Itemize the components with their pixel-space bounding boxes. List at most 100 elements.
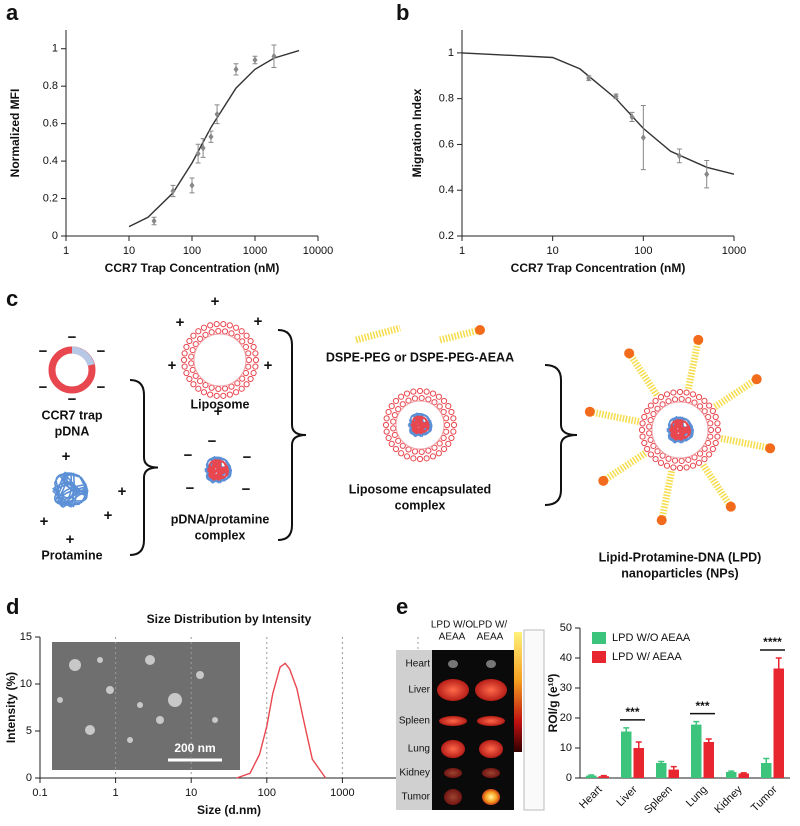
- lipid-head: [390, 418, 397, 425]
- significance-label: ***: [625, 705, 639, 719]
- particle: [97, 657, 103, 663]
- y-tick-label: 5: [26, 725, 32, 737]
- aeaa-ligand: [656, 515, 667, 526]
- liposome-core: [395, 400, 445, 450]
- lipid-head: [647, 417, 654, 424]
- legend-label: LPD W/ AEAA: [612, 651, 682, 663]
- y-tick-label: 1: [52, 43, 58, 55]
- x-tick-label: 0.1: [32, 787, 47, 799]
- x-tick-label: 100: [183, 245, 201, 257]
- lipid-head: [678, 457, 685, 465]
- lipid-head: [440, 445, 448, 453]
- y-tick-label: 0.4: [43, 155, 58, 167]
- bar: [621, 731, 632, 778]
- strand: [206, 458, 230, 481]
- peg-chain: [626, 351, 660, 397]
- charge: +: [62, 448, 71, 465]
- lipid-head: [403, 453, 411, 460]
- lipid-head: [676, 388, 684, 396]
- particle: [69, 659, 81, 671]
- particle: [127, 737, 133, 743]
- lipid-head: [696, 450, 704, 457]
- aeaa-ligand: [751, 374, 762, 385]
- lipid-head: [705, 439, 712, 447]
- lipid-head: [665, 455, 672, 462]
- lipid-head: [181, 363, 188, 370]
- lipid-head: [671, 457, 679, 464]
- y-tick-label: 50: [560, 622, 572, 634]
- bar: [726, 772, 737, 778]
- lipid-head: [652, 397, 659, 404]
- y-tick-label: 0.2: [43, 192, 58, 204]
- inset-image: [52, 642, 240, 770]
- charge: +: [118, 483, 127, 500]
- significance-label: ***: [695, 699, 709, 713]
- organ-label: Kidney: [399, 768, 430, 779]
- lipid-head: [392, 445, 400, 453]
- y-tick-label: 30: [560, 682, 572, 694]
- lipid-head: [676, 464, 684, 472]
- fit-line: [128, 49, 300, 228]
- lipid-head: [425, 447, 432, 454]
- point: [640, 134, 646, 142]
- lipid-head: [245, 356, 253, 364]
- lipid-head: [639, 420, 646, 427]
- organ: [479, 740, 503, 758]
- error-bar: [623, 727, 630, 732]
- column-header: AEAA: [477, 632, 504, 643]
- organ-label: Lung: [408, 744, 430, 755]
- error-bar: [600, 774, 607, 777]
- lipid-head: [671, 396, 679, 403]
- lipid-head: [643, 445, 651, 453]
- lipid-head: [234, 380, 241, 387]
- lipid-head: [705, 413, 712, 421]
- charge: +: [40, 513, 49, 530]
- lipid-head: [678, 395, 685, 403]
- x-axis-label: CCR7 Trap Concentration (nM): [511, 261, 686, 275]
- peg-chain: [601, 450, 647, 484]
- x-tick-label: 1000: [330, 787, 354, 799]
- aeaa-ligand: [765, 443, 776, 454]
- lipid-head: [647, 436, 654, 443]
- lipid-head: [234, 333, 241, 340]
- diagram-label: nanoparticles (NPs): [621, 566, 738, 580]
- bar: [598, 776, 609, 778]
- lipid-head: [435, 450, 442, 457]
- lipid-head: [228, 330, 235, 337]
- point: [586, 74, 592, 82]
- point: [271, 52, 277, 60]
- particle: [196, 671, 204, 679]
- lipid-head: [192, 340, 199, 348]
- organ: [448, 660, 458, 668]
- error-bar: [693, 720, 700, 725]
- brace: [277, 329, 307, 541]
- x-tick-label: 10: [185, 787, 197, 799]
- lipid-head: [195, 385, 202, 392]
- diagram-label: complex: [195, 528, 246, 542]
- lipid-head: [411, 395, 419, 402]
- lipid-head: [250, 369, 257, 377]
- x-tick-label: 10: [123, 245, 135, 257]
- fit-line: [236, 662, 327, 779]
- lipid-head: [639, 433, 646, 440]
- diagram-label: complex: [395, 498, 446, 512]
- lipid-head: [411, 448, 419, 455]
- lipid-head: [657, 393, 665, 401]
- lipid-head: [388, 403, 395, 410]
- lipid-head: [189, 346, 196, 354]
- liposome: [638, 388, 722, 472]
- aeaa-ligand: [624, 348, 635, 359]
- error-bar: [588, 774, 595, 776]
- point: [195, 150, 201, 158]
- particle: [156, 716, 164, 724]
- lipid-head: [213, 321, 220, 328]
- lipid-head: [183, 343, 190, 351]
- error-bar: [763, 757, 770, 763]
- strand: [51, 471, 89, 508]
- lipid-head: [701, 456, 708, 463]
- lipid-head: [192, 372, 199, 380]
- lipid-head: [418, 448, 425, 456]
- lipid-head: [238, 328, 245, 335]
- lipid-head: [646, 423, 653, 430]
- lipid-head: [388, 440, 395, 447]
